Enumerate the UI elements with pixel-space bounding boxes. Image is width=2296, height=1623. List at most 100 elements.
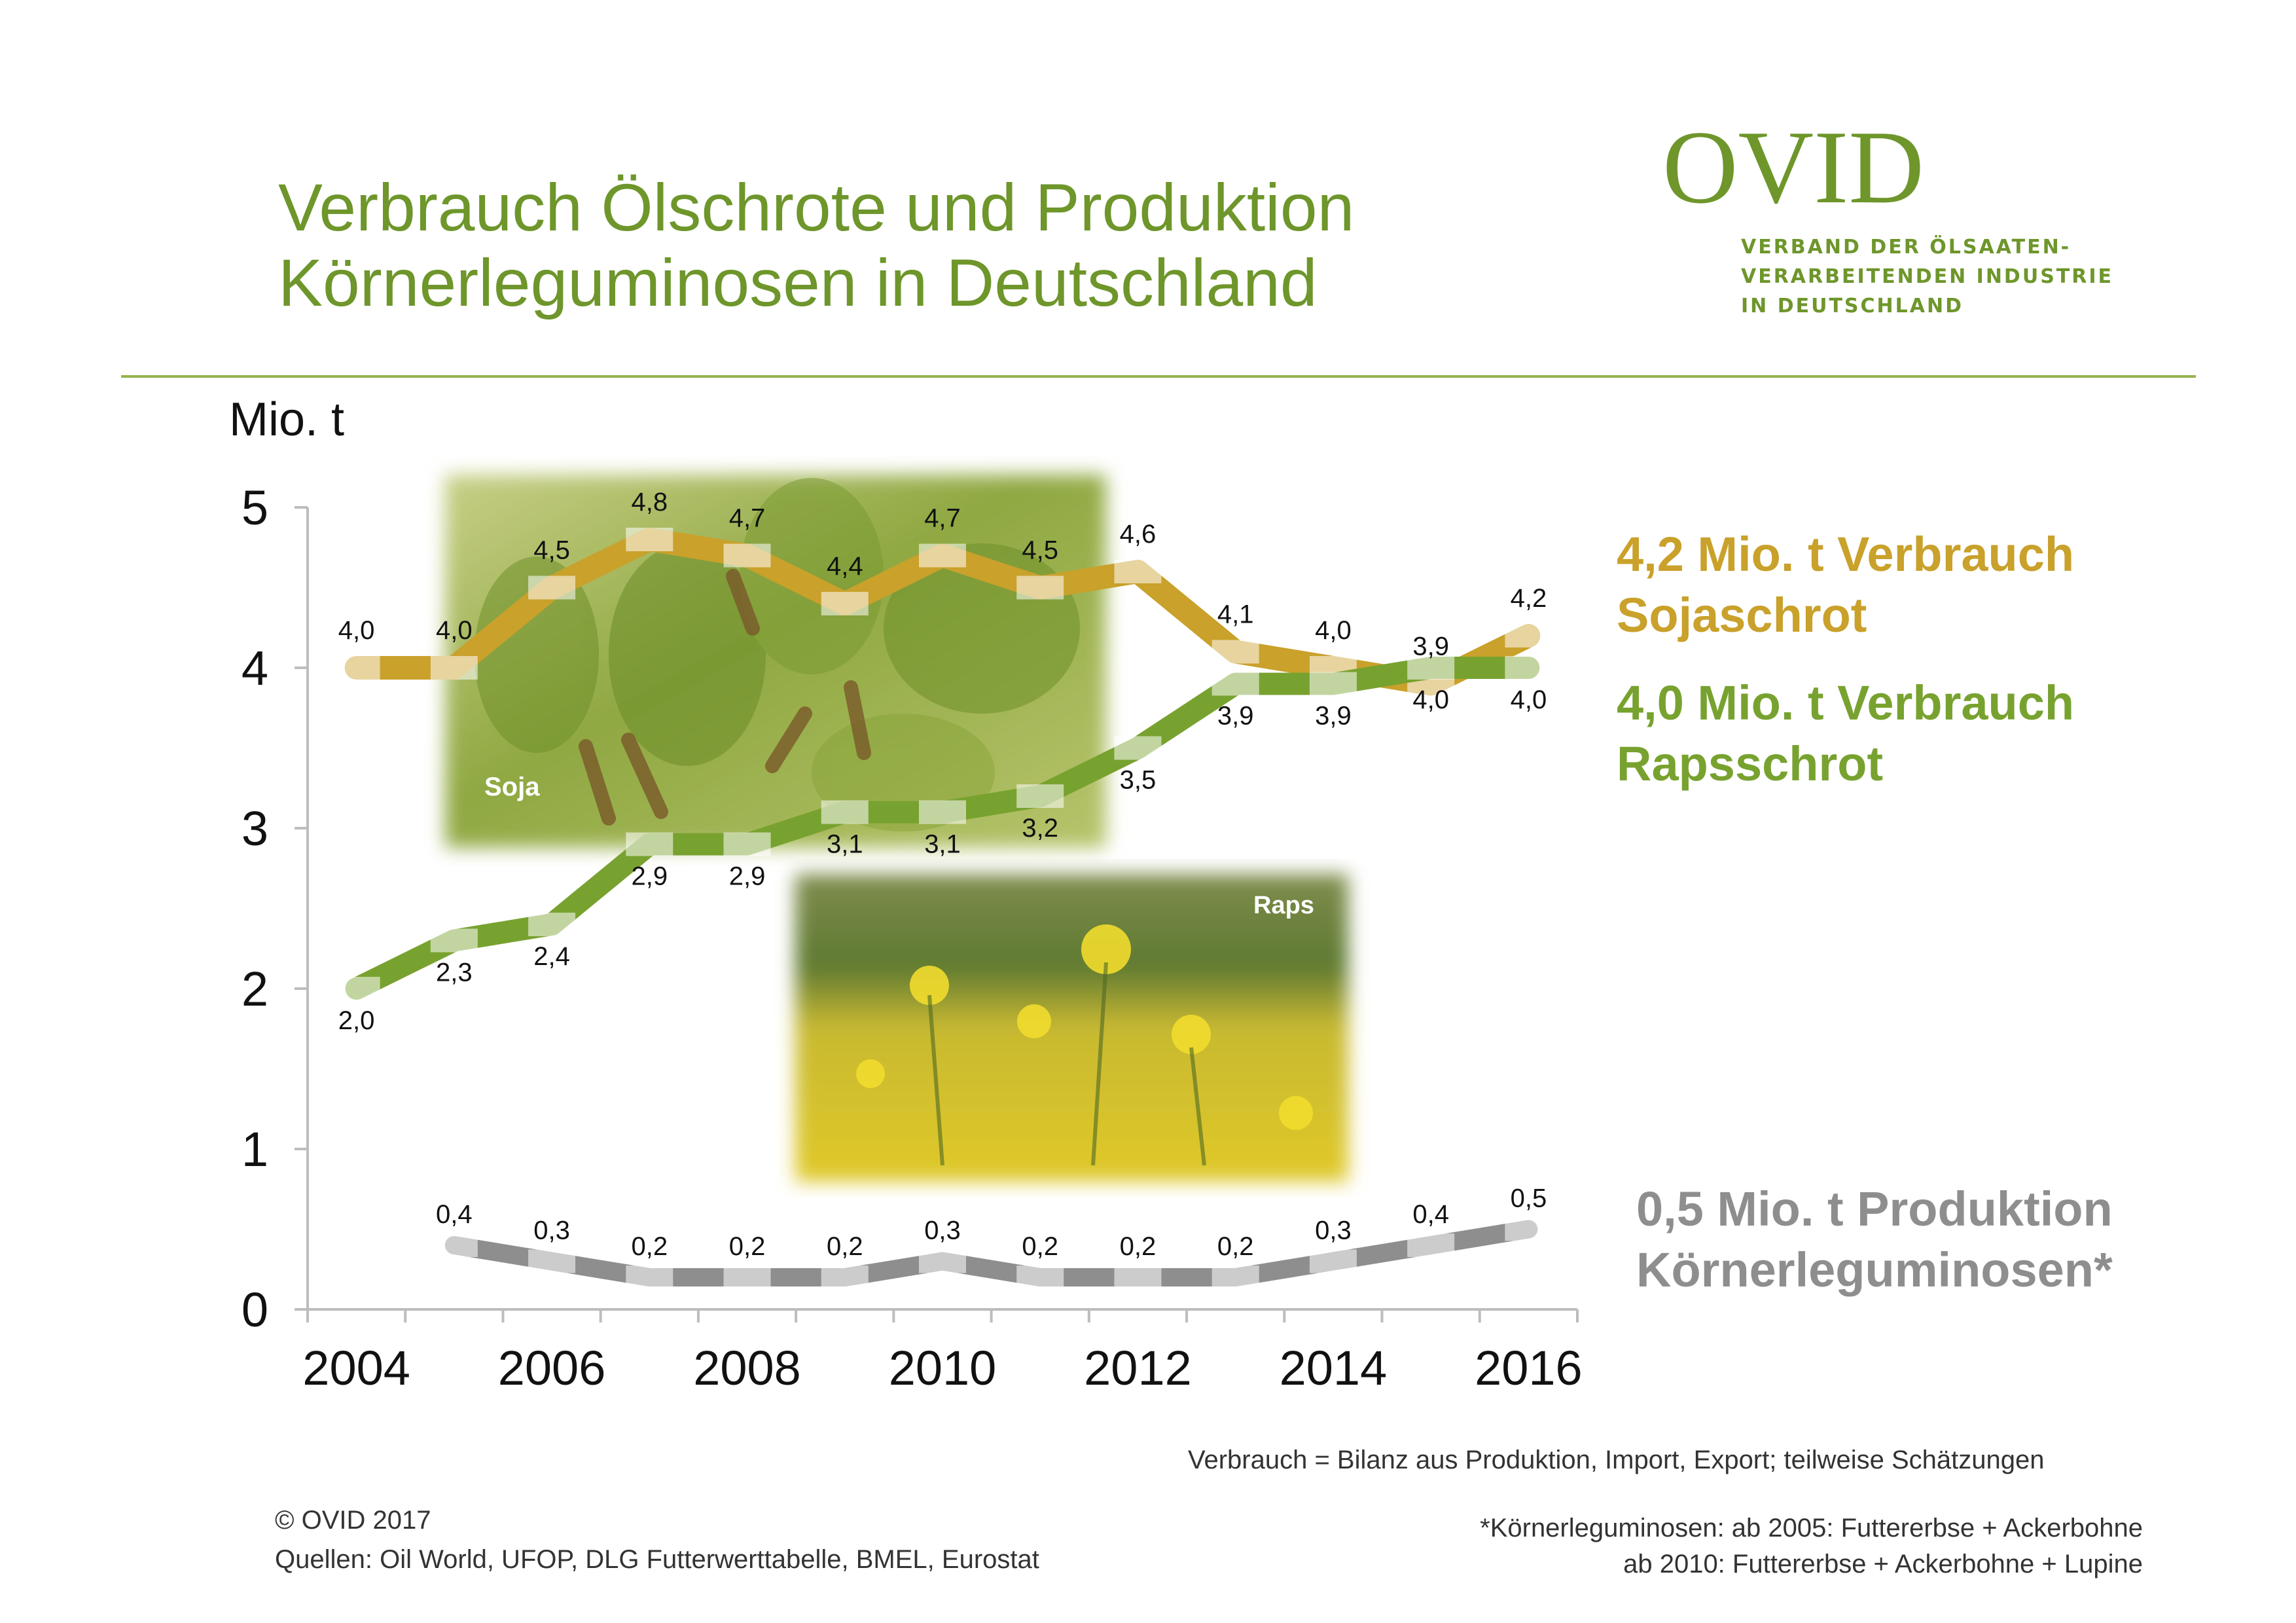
logo-wordmark: OVID xyxy=(1662,109,1924,225)
data-point-leguminosen xyxy=(821,1266,869,1289)
legend-koernerleguminosen-line-2: Körnerleguminosen* xyxy=(1636,1243,2113,1297)
x-tick-label: 2016 xyxy=(1475,1341,1583,1395)
data-label-soja: 4,7 xyxy=(924,504,961,533)
data-label-raps: 4,0 xyxy=(1511,685,1547,714)
raps-image-label: Raps xyxy=(1253,892,1314,919)
data-point-leguminosen xyxy=(1505,1217,1552,1241)
data-point-leguminosen xyxy=(723,1266,771,1289)
data-point-soja xyxy=(821,592,869,615)
data-point-soja xyxy=(528,575,576,600)
data-label-soja: 3,9 xyxy=(1412,632,1449,661)
sources: Quellen: Oil World, UFOP, DLG Futterwert… xyxy=(275,1545,1039,1574)
data-point-leguminosen xyxy=(1309,1249,1357,1273)
data-label-soja: 4,0 xyxy=(436,616,473,645)
page-title: Verbrauch Ölschrote und Produktion Körne… xyxy=(278,170,1354,321)
x-tick-label: 2010 xyxy=(889,1341,997,1395)
soja-image-label: Soja xyxy=(484,773,540,801)
data-label-raps: 3,1 xyxy=(924,830,961,859)
legend-sojaschrot: 4,2 Mio. t Verbrauch Sojaschrot xyxy=(1617,524,2074,646)
y-tick-label: 5 xyxy=(242,481,268,535)
data-label-soja: 4,5 xyxy=(533,536,570,565)
data-point-soja xyxy=(332,656,380,680)
data-label-leguminosen: 0,2 xyxy=(1120,1232,1157,1261)
data-label-leguminosen: 0,2 xyxy=(1217,1232,1254,1261)
x-axis: 2004 2006 2008 2010 2012 2014 2016 xyxy=(302,1308,1583,1395)
logo-subtitle: VERBAND DER ÖLSAATEN- VERARBEITENDEN IND… xyxy=(1741,232,2113,321)
data-label-soja: 4,4 xyxy=(827,552,863,581)
x-tick-label: 2006 xyxy=(498,1341,606,1395)
raps-photo: Raps xyxy=(795,874,1348,1182)
y-axis-unit: Mio. t xyxy=(229,393,345,446)
logo-subtitle-line-1: VERBAND DER ÖLSAATEN- xyxy=(1741,236,2072,259)
data-point-soja xyxy=(430,656,478,680)
data-point-raps xyxy=(1309,672,1357,696)
data-label-soja: 4,0 xyxy=(338,616,375,645)
data-label-soja: 4,7 xyxy=(729,504,766,533)
logo-subtitle-line-3: IN DEUTSCHLAND xyxy=(1741,295,1964,318)
data-point-raps xyxy=(528,913,576,936)
footnote-leguminosen-2: ab 2010: Futtererbse + Ackerbohne + Lupi… xyxy=(1623,1550,2143,1578)
y-tick-label: 0 xyxy=(242,1283,268,1337)
copyright: © OVID 2017 xyxy=(275,1506,431,1535)
data-label-leguminosen: 0,2 xyxy=(729,1232,766,1261)
data-label-leguminosen: 0,3 xyxy=(1315,1216,1352,1245)
title-line-1: Verbrauch Ölschrote und Produktion xyxy=(278,170,1355,245)
data-label-raps: 3,2 xyxy=(1022,814,1058,843)
footnote-verbrauch: Verbrauch = Bilanz aus Produktion, Impor… xyxy=(1188,1446,2045,1474)
data-point-soja xyxy=(1505,624,1552,647)
data-label-raps: 2,4 xyxy=(533,942,570,971)
legend-sojaschrot-line-1: 4,2 Mio. t Verbrauch xyxy=(1617,527,2075,581)
data-point-raps xyxy=(1114,736,1162,760)
y-tick-label: 1 xyxy=(242,1122,268,1176)
data-point-raps xyxy=(919,800,966,824)
y-tick-label: 4 xyxy=(242,641,268,695)
data-point-raps xyxy=(1211,672,1259,696)
data-label-raps: 3,1 xyxy=(827,830,863,859)
data-point-soja xyxy=(1114,560,1162,583)
logo-subtitle-line-2: VERARBEITENDEN INDUSTRIE xyxy=(1741,265,2114,288)
data-label-leguminosen: 0,4 xyxy=(1412,1200,1449,1229)
data-point-raps xyxy=(821,800,869,824)
data-label-leguminosen: 0,2 xyxy=(827,1232,863,1261)
data-label-soja: 4,6 xyxy=(1120,520,1157,549)
data-point-raps xyxy=(332,977,380,1000)
data-point-raps xyxy=(1505,656,1552,680)
data-label-raps: 4,0 xyxy=(1412,685,1449,714)
data-point-raps xyxy=(626,832,673,856)
data-point-soja xyxy=(723,543,771,568)
data-label-soja: 4,5 xyxy=(1022,536,1058,565)
series-line-leguminosen xyxy=(444,1220,1538,1286)
data-point-leguminosen xyxy=(1211,1266,1259,1289)
ovid-logo: OVID VERBAND DER ÖLSAATEN- VERARBEITENDE… xyxy=(1662,109,2111,327)
data-label-raps: 2,0 xyxy=(338,1006,375,1035)
data-label-leguminosen: 0,2 xyxy=(632,1232,668,1261)
data-point-leguminosen xyxy=(430,1233,478,1257)
data-point-leguminosen xyxy=(1016,1266,1064,1289)
data-label-raps: 2,9 xyxy=(729,862,766,891)
data-label-raps: 2,3 xyxy=(436,958,473,987)
data-point-soja xyxy=(626,528,673,551)
data-label-leguminosen: 0,5 xyxy=(1511,1184,1547,1213)
data-label-raps: 3,9 xyxy=(1315,702,1352,731)
data-label-leguminosen: 0,2 xyxy=(1022,1232,1058,1261)
data-point-raps xyxy=(723,832,771,856)
data-label-soja: 4,0 xyxy=(1315,616,1352,645)
x-tick-label: 2012 xyxy=(1084,1341,1192,1395)
data-point-raps xyxy=(430,928,478,953)
x-tick-label: 2008 xyxy=(693,1341,801,1395)
data-labels: 4,0 4,0 4,5 4,8 4,7 4,4 4,7 4,5 4,6 4,1 4,0 3,9 4,2 2… xyxy=(338,488,1547,1261)
legend-rapsschrot-line-2: Rapsschrot xyxy=(1617,737,1884,791)
data-label-raps: 2,9 xyxy=(632,862,668,891)
x-tick-label: 2004 xyxy=(302,1341,410,1395)
series-layer xyxy=(332,528,1552,1289)
header-divider xyxy=(121,375,2196,378)
data-point-leguminosen xyxy=(919,1249,966,1273)
legend-rapsschrot-line-1: 4,0 Mio. t Verbrauch xyxy=(1617,676,2075,730)
data-point-raps xyxy=(1016,784,1064,808)
data-label-leguminosen: 0,3 xyxy=(924,1216,961,1245)
data-label-leguminosen: 0,3 xyxy=(533,1216,570,1245)
y-tick-label: 3 xyxy=(242,801,268,856)
data-point-soja xyxy=(1211,640,1259,664)
data-label-leguminosen: 0,4 xyxy=(436,1200,473,1229)
